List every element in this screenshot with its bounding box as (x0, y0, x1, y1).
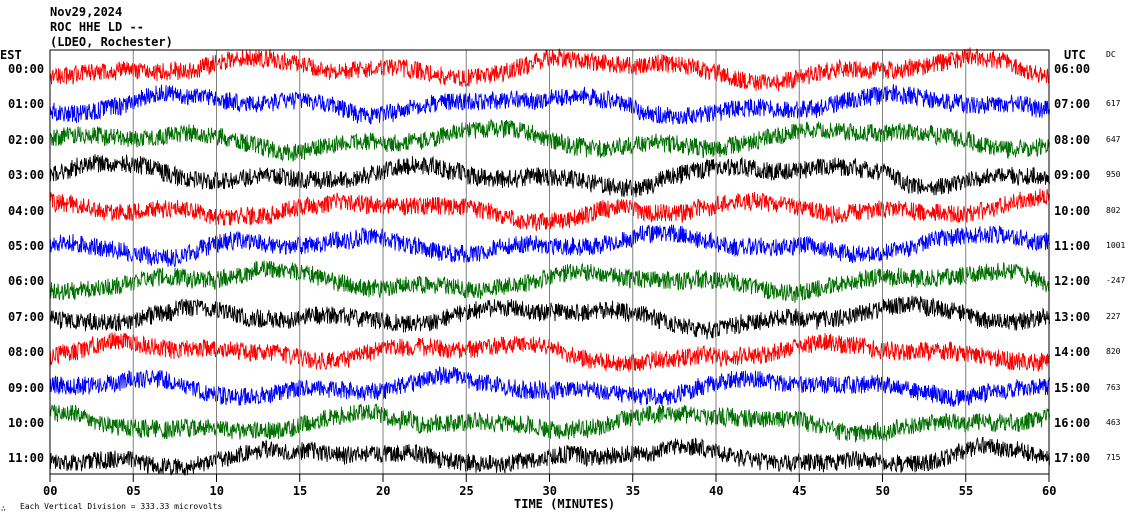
x-tick-label-20: 20 (376, 484, 391, 498)
dc-offset-label: 463 (1106, 418, 1121, 427)
est-hour-label: 04:00 (8, 203, 45, 218)
est-hour-label: 00:00 (8, 62, 45, 76)
est-hour-label: 05:00 (8, 239, 45, 253)
x-tick-label-30: 30 (542, 484, 557, 498)
dc-offset-label: 647 (1106, 134, 1121, 144)
est-hour-label: 02:00 (8, 132, 45, 147)
x-axis-label: TIME (MINUTES) (514, 497, 616, 511)
x-tick-label-55: 55 (958, 484, 974, 498)
est-hour-label: 08:00 (8, 345, 45, 360)
utc-hour-label: 06:00 (1054, 62, 1091, 76)
x-tick-label-00: 00 (43, 484, 58, 498)
dc-column-label: DC (1106, 50, 1116, 59)
est-hour-label: 11:00 (8, 451, 45, 466)
dc-offset-label: 227 (1106, 311, 1121, 321)
dc-offset-label: -247 (1106, 276, 1126, 286)
dc-offset-label: 820 (1106, 347, 1121, 357)
est-hour-label: 06:00 (8, 274, 45, 289)
dc-offset-label: 763 (1106, 382, 1121, 392)
utc-hour-label: 14:00 (1054, 345, 1091, 360)
utc-hour-label: 11:00 (1054, 239, 1091, 253)
utc-hour-label: 08:00 (1054, 132, 1091, 147)
x-tick-label-45: 45 (792, 484, 807, 498)
dc-offset-label: 802 (1106, 205, 1121, 215)
x-tick-label-60: 60 (1042, 484, 1057, 498)
utc-hour-label: 12:00 (1054, 274, 1091, 289)
x-tick-label-40: 40 (709, 484, 724, 498)
header-station: ROC HHE LD -- (50, 20, 144, 34)
dc-offset-label: 617 (1106, 99, 1121, 109)
utc-hour-label: 17:00 (1054, 451, 1091, 466)
time-gridlines (132, 50, 967, 474)
left-axis-label: EST (0, 48, 22, 62)
division-note: Each Vertical Division = 333.33 microvol… (20, 502, 223, 511)
dc-offset-label: 715 (1106, 453, 1121, 463)
utc-hour-label: 10:00 (1054, 203, 1091, 218)
est-hour-label: 03:00 (8, 168, 45, 183)
x-tick-label-25: 25 (459, 484, 474, 498)
x-tick-label-15: 15 (292, 484, 308, 498)
est-hour-label: 07:00 (8, 309, 45, 324)
x-tick-label-50: 50 (875, 484, 890, 498)
est-hour-label: 01:00 (8, 97, 45, 112)
x-tick-label-10: 10 (209, 484, 224, 498)
corner-mark: ∴ (1, 504, 6, 513)
est-hour-label: 09:00 (8, 380, 45, 395)
utc-hour-label: 16:00 (1054, 416, 1091, 430)
x-tick-label-05: 05 (126, 484, 141, 498)
x-tick-label-35: 35 (625, 484, 641, 498)
header-date: Nov29,2024 (50, 5, 123, 19)
est-hour-label: 10:00 (8, 416, 45, 430)
utc-hour-label: 13:00 (1054, 309, 1091, 324)
right-axis-label: UTC (1064, 48, 1086, 62)
header-network: (LDEO, Rochester) (50, 35, 173, 49)
x-axis-ticks (49, 474, 1050, 482)
utc-hour-label: 09:00 (1054, 168, 1091, 183)
dc-offset-label: 1001 (1106, 241, 1126, 250)
utc-hour-label: 07:00 (1054, 97, 1091, 112)
utc-hour-label: 15:00 (1054, 380, 1091, 395)
dc-offset-label: 950 (1106, 170, 1121, 180)
